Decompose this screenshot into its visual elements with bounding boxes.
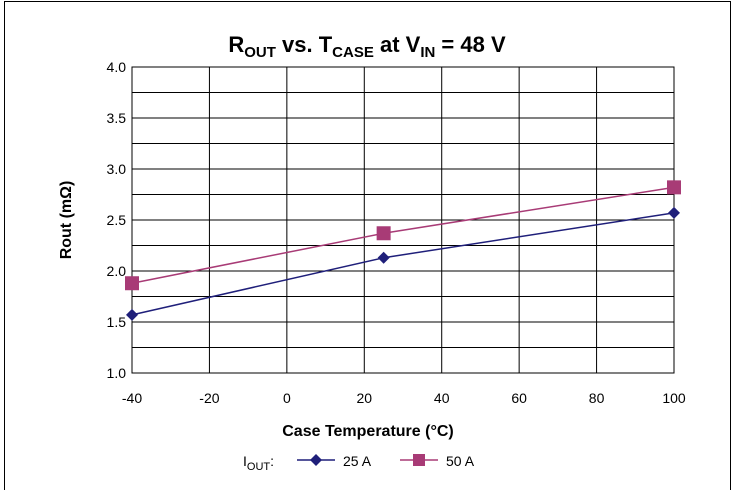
- legend-entry: 50 A: [400, 453, 475, 469]
- data-point-square: [125, 276, 139, 291]
- data-point-square: [413, 454, 425, 466]
- y-tick-label: 2.5: [107, 212, 127, 228]
- data-point-diamond: [668, 206, 680, 219]
- grid: [132, 67, 674, 373]
- title-at: at V: [374, 32, 421, 57]
- series-50-a: [125, 180, 681, 291]
- legend-entries: 25 A 50 A: [297, 453, 475, 469]
- x-tick-label: 60: [511, 390, 527, 406]
- legend-prefix-sub: OUT: [247, 461, 271, 473]
- y-tick-label: 3.5: [107, 110, 127, 126]
- series-line: [131, 186, 675, 284]
- data-point-square: [667, 180, 681, 195]
- x-axis-label: Case Temperature (°C): [282, 423, 453, 440]
- plot-area: [131, 66, 675, 374]
- title-t-sub: CASE: [332, 44, 374, 61]
- series-layer: [125, 180, 681, 321]
- title-r: R: [228, 32, 244, 57]
- title-vs: vs. T: [276, 32, 333, 57]
- data-point-diamond: [126, 308, 138, 321]
- x-tick-label: 80: [589, 390, 605, 406]
- title-r-sub: OUT: [244, 44, 276, 61]
- title-v-sub: IN: [420, 44, 435, 61]
- y-axis-label: Rout (mΩ): [58, 181, 75, 260]
- legend-prefix: IOUT:: [243, 453, 274, 473]
- chart-title: ROUT vs. TCASE at VIN = 48 V: [228, 32, 506, 61]
- y-tick-label: 2.0: [107, 263, 127, 279]
- y-tick-label: 3.0: [107, 161, 127, 177]
- data-point-diamond: [310, 454, 322, 466]
- x-tick-label: 40: [434, 390, 450, 406]
- y-tick-labels: 1.0 1.5 2.0 2.5 3.0 3.5 4.0: [107, 59, 127, 381]
- x-tick-labels: -40 -20 0 20 40 60 80 100: [122, 390, 686, 406]
- y-tick-label: 4.0: [107, 59, 127, 75]
- legend-label: 50 A: [446, 453, 475, 469]
- series-25-a: [126, 206, 680, 321]
- x-tick-label: -20: [199, 390, 219, 406]
- x-tick-label: 0: [283, 390, 291, 406]
- y-tick-label: 1.5: [107, 314, 127, 330]
- legend-prefix-i: I: [243, 453, 247, 469]
- y-tick-label: 1.0: [107, 365, 127, 381]
- legend-label: 25 A: [343, 453, 372, 469]
- x-tick-label: -40: [122, 390, 142, 406]
- legend-entry: 25 A: [297, 453, 372, 469]
- x-tick-label: 100: [662, 390, 686, 406]
- data-point-square: [376, 226, 391, 241]
- data-point-diamond: [377, 251, 390, 264]
- series-line: [131, 212, 675, 316]
- title-tail: = 48 V: [435, 32, 506, 57]
- chart-frame: [4, 1, 731, 490]
- legend-prefix-colon: :: [270, 453, 274, 469]
- x-tick-label: 20: [356, 390, 372, 406]
- legend: IOUT: 25 A 50 A: [243, 453, 475, 473]
